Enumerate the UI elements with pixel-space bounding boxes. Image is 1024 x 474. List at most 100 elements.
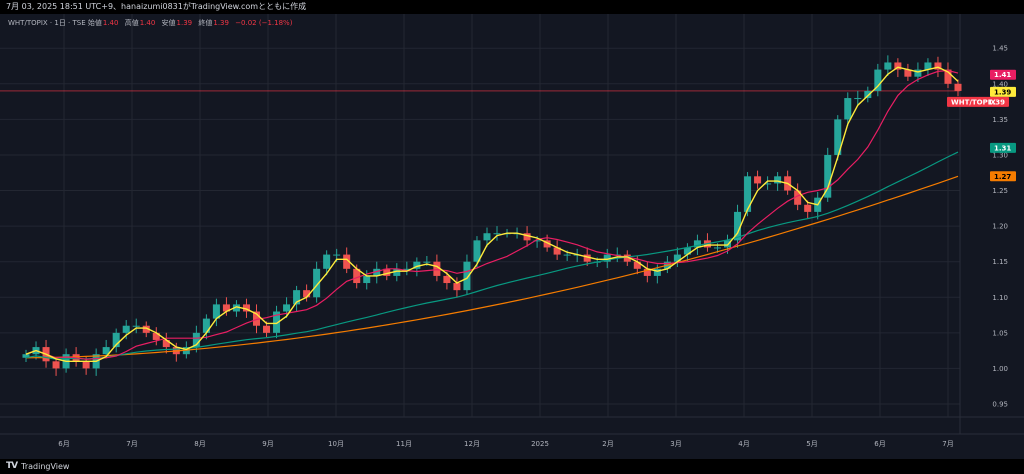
- candle-body: [112, 332, 120, 348]
- price-tag-label: 1.31: [994, 144, 1011, 152]
- price-tag: [990, 142, 1016, 153]
- price-tag: [990, 171, 1016, 182]
- candle-body: [353, 268, 361, 284]
- legend-high-value: 1.40: [139, 19, 156, 27]
- candle-body: [483, 233, 491, 241]
- y-tick-label: 0.95: [992, 401, 1008, 409]
- candle-body: [303, 290, 311, 298]
- legend-change: −0.02 (−1.18%): [235, 19, 293, 27]
- candle-body: [132, 325, 140, 327]
- candle-body: [393, 268, 401, 276]
- candle-body: [443, 275, 451, 284]
- x-tick-label: 8月: [194, 440, 205, 448]
- candle-body: [744, 176, 752, 212]
- x-tick-label: 7月: [126, 440, 137, 448]
- candle-body: [854, 98, 862, 100]
- candle-body: [403, 268, 411, 270]
- candle-body: [343, 254, 351, 269]
- x-tick-label: 2025: [531, 440, 549, 448]
- candle-body: [463, 261, 471, 291]
- candle-body: [944, 69, 952, 84]
- x-tick-label: 9月: [262, 440, 273, 448]
- y-tick-label: 1.40: [992, 80, 1008, 88]
- candle-body: [533, 240, 541, 242]
- candle-body: [102, 347, 110, 355]
- y-tick-label: 1.25: [992, 187, 1008, 195]
- candle-body: [914, 69, 922, 77]
- candle-body: [553, 247, 561, 255]
- candle-body: [894, 62, 902, 70]
- candle-body: [623, 254, 631, 262]
- candle-body: [453, 283, 461, 291]
- candle-body: [383, 268, 391, 276]
- legend-open-label: 始値: [87, 19, 102, 27]
- tradingview-logo-icon: TV: [6, 461, 18, 471]
- footer-brand: TradingView: [21, 462, 70, 471]
- candle-body: [864, 90, 872, 99]
- candle-body: [934, 62, 942, 70]
- x-tick-label: 12月: [464, 440, 480, 448]
- candle-body: [794, 190, 802, 205]
- candle-body: [583, 254, 591, 262]
- candle-body: [423, 261, 431, 263]
- legend-high-label: 高値: [124, 19, 139, 27]
- candle-body: [723, 240, 732, 248]
- price-tag-label: 1.27: [994, 173, 1011, 181]
- candle-body: [633, 261, 641, 269]
- price-tag-label: 1.39: [994, 88, 1011, 96]
- y-tick-label: 1.35: [992, 116, 1008, 124]
- candle-body: [754, 176, 762, 184]
- price-tag-label: 1.41: [994, 71, 1011, 79]
- y-tick-label: 1.20: [992, 223, 1008, 231]
- candle-body: [643, 268, 651, 276]
- legend-close-label: 終値: [198, 19, 213, 27]
- candle-body: [222, 304, 230, 312]
- candle-body: [212, 304, 220, 319]
- candle-body: [433, 261, 441, 276]
- y-tick-label: 1.05: [992, 329, 1008, 337]
- candle-body: [232, 304, 240, 312]
- candle-body: [954, 83, 962, 91]
- tradingview-logo[interactable]: TV TradingView: [6, 459, 69, 474]
- price-chart[interactable]: 1.45 1.40 1.35 1.30 1.25 1.20 1.15 1.10 1.05 1.00…: [0, 14, 1024, 459]
- chart-panel[interactable]: 1.45 1.40 1.35 1.30 1.25 1.20 1.15 1.10 1.05 1.00…: [0, 14, 1024, 459]
- candle-body: [263, 325, 271, 333]
- symbol-legend: WHT/TOPIX · 1日 · TSE 始値1.40 高値1.40 安値1.3…: [8, 18, 296, 28]
- price-tag: [947, 96, 1009, 107]
- candle-body: [713, 247, 721, 249]
- candle-body: [333, 254, 341, 256]
- chart-caption: 7月 03, 2025 18:51 UTC+9、hanaizumi0831がTr…: [0, 0, 1024, 14]
- x-tick-label: 3月: [670, 440, 681, 448]
- x-tick-label: 2月: [602, 440, 613, 448]
- candle-body: [493, 233, 501, 235]
- candle-body: [673, 254, 681, 262]
- candle-body: [804, 204, 812, 212]
- ma25-line: [25, 69, 959, 360]
- y-tick-label: 1.30: [992, 151, 1008, 159]
- candle-body: [693, 240, 701, 248]
- x-tick-label: 6月: [58, 440, 69, 448]
- candle-body: [242, 304, 250, 312]
- candle-body: [764, 183, 772, 185]
- candle-body: [844, 98, 852, 120]
- candle-body: [834, 119, 842, 155]
- price-tag: [990, 86, 1016, 97]
- x-tick-label: 11月: [396, 440, 412, 448]
- candle-body: [413, 261, 421, 269]
- legend-open-value: 1.40: [102, 19, 119, 27]
- candle-body: [884, 62, 892, 70]
- y-tick-label: 1.45: [992, 45, 1008, 53]
- price-tag-label: WHT/TOPIX: [951, 98, 996, 106]
- legend-low-label: 安値: [161, 19, 176, 27]
- candle-body: [252, 311, 261, 326]
- candle-body: [22, 354, 30, 358]
- candle-body: [924, 62, 932, 70]
- x-tick-label: 6月: [874, 440, 885, 448]
- candle-body: [563, 254, 571, 256]
- candle-body: [122, 325, 130, 333]
- candle-body: [653, 268, 661, 276]
- plot-background: [0, 14, 1024, 459]
- candle-body: [373, 268, 381, 276]
- candle-body: [52, 361, 60, 369]
- candle-body: [774, 176, 782, 184]
